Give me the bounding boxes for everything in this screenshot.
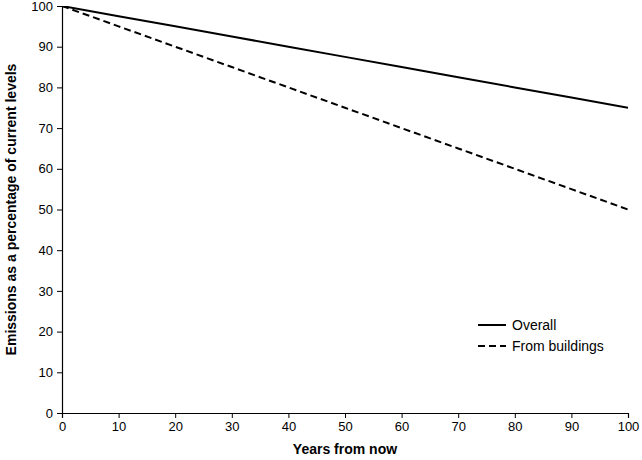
legend: Overall From buildings [478,317,604,354]
tick-mark [57,291,62,292]
tick-label: 10 [112,419,126,434]
tick-mark [119,413,120,418]
tick-label: 100 [31,0,53,14]
tick: 100 [31,0,62,14]
tick: 70 [451,413,465,434]
y-axis-title: Emissions as a percentage of current lev… [3,63,19,355]
legend-label: Overall [512,317,556,333]
tick-label: 90 [565,419,579,434]
tick: 40 [39,243,62,258]
tick: 50 [338,413,352,434]
tick: 80 [508,413,522,434]
tick-label: 60 [39,161,53,176]
tick-mark [57,128,62,129]
tick: 20 [168,413,182,434]
legend-swatch [478,324,506,326]
tick-label: 70 [39,121,53,136]
x-axis-title: Years from now [293,441,397,457]
tick-mark [345,413,346,418]
legend-swatch [478,345,506,347]
legend-label: From buildings [512,338,604,354]
plot-area: 0 10 20 30 40 50 60 70 80 90 100 0 10 20 30 40 50 60 70 80 9… [31,0,639,434]
tick-mark [288,413,289,418]
legend-item: Overall [478,317,556,333]
tick: 0 [59,413,66,434]
tick-label: 100 [618,419,640,434]
tick-label: 40 [282,419,296,434]
tick-mark [57,413,62,414]
x-axis: 0 10 20 30 40 50 60 70 80 90 100 [59,413,639,434]
tick-label: 70 [451,419,465,434]
axis-line [63,414,629,419]
tick-label: 20 [39,324,53,339]
tick-label: 80 [39,80,53,95]
tick: 80 [39,80,62,95]
tick: 90 [39,39,62,54]
tick-label: 50 [39,202,53,217]
tick-mark [57,332,62,333]
tick-label: 90 [39,39,53,54]
chart: 0 10 20 30 40 50 60 70 80 90 100 0 10 20 30 40 50 60 70 80 9… [0,0,642,460]
tick-mark [515,413,516,418]
tick: 20 [39,324,62,339]
axis-line [57,7,63,414]
lines [62,6,628,210]
tick-label: 20 [168,419,182,434]
tick-label: 40 [39,243,53,258]
tick: 10 [39,365,62,380]
y-axis: 0 10 20 30 40 50 60 70 80 90 100 [31,0,62,421]
tick-mark [57,87,62,88]
tick-label: 50 [338,419,352,434]
tick-mark [57,47,62,48]
tick: 100 [618,413,640,434]
tick-mark [57,372,62,373]
legend-item: From buildings [478,338,604,354]
tick-label: 60 [395,419,409,434]
tick: 0 [46,406,62,421]
tick-label: 0 [59,419,66,434]
tick: 40 [282,413,296,434]
tick: 90 [565,413,579,434]
tick: 10 [112,413,126,434]
tick-mark [232,413,233,418]
tick-label: 0 [46,406,53,421]
tick-mark [628,413,629,418]
tick-mark [57,169,62,170]
tick-mark [571,413,572,418]
tick-mark [402,413,403,418]
tick-label: 10 [39,365,53,380]
series-line [62,6,628,210]
tick: 70 [39,121,62,136]
tick-mark [57,250,62,251]
tick-label: 30 [39,284,53,299]
tick: 50 [39,202,62,217]
tick: 30 [39,284,62,299]
tick-mark [458,413,459,418]
tick: 60 [395,413,409,434]
tick-mark [57,6,62,7]
tick-mark [175,413,176,418]
tick-label: 80 [508,419,522,434]
tick-mark [57,210,62,211]
tick: 60 [39,161,62,176]
tick-label: 30 [225,419,239,434]
tick: 30 [225,413,239,434]
series-line [62,6,628,108]
